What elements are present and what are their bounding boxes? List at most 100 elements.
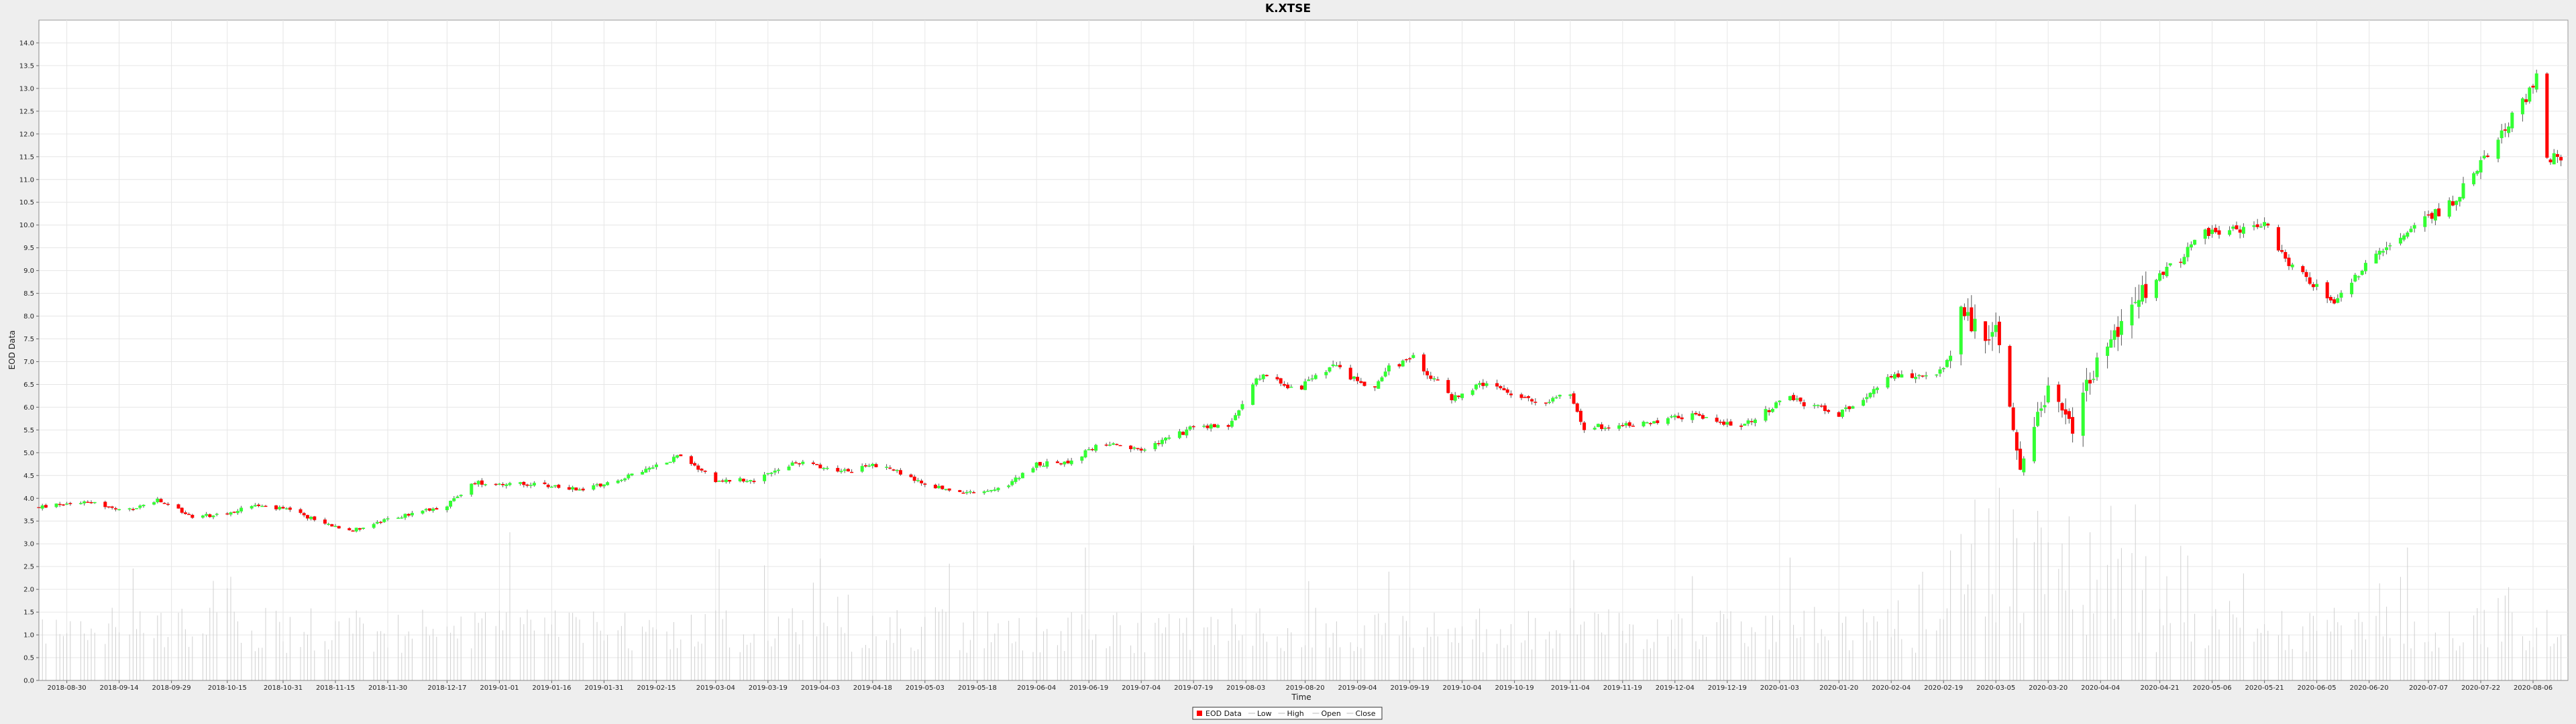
candle-up [2112, 330, 2116, 340]
candle-up [1690, 413, 1695, 420]
candle-up [508, 483, 512, 485]
candle-up [1816, 404, 1820, 406]
candle-up [647, 467, 651, 470]
candle-down [574, 487, 578, 491]
y-tick-label: 6.5 [23, 381, 34, 389]
candle-down [1408, 358, 1412, 359]
candle-up [1917, 375, 1921, 377]
candle-up [895, 470, 899, 471]
candle-up [2336, 298, 2340, 303]
candle-down [2071, 417, 2075, 434]
candle-up [553, 485, 557, 487]
candle-up [2193, 239, 2197, 245]
candle-down [2019, 448, 2023, 470]
x-tick-label: 2019-06-19 [1069, 684, 1108, 692]
x-tick-label: 2019-12-04 [1656, 684, 1695, 692]
candle-up [989, 489, 994, 491]
candle-up [201, 516, 205, 518]
candle-up [532, 483, 536, 486]
candle-down [1481, 382, 1485, 386]
candle-down [313, 516, 317, 520]
candle-up [985, 491, 989, 492]
candle-up [2496, 139, 2500, 159]
candle-up [2036, 412, 2040, 426]
y-tick-label: 10.0 [19, 222, 34, 229]
candle-down [1429, 375, 1433, 379]
candle-up [1645, 422, 1649, 424]
candle-down [110, 506, 114, 508]
candle-up [1083, 450, 1087, 458]
candle-up [1624, 423, 1628, 426]
candle-down [1265, 375, 1269, 377]
candle-up [1352, 376, 1356, 379]
candle-up [1746, 420, 1750, 424]
y-tick-label: 0.5 [23, 655, 34, 662]
candle-up [592, 485, 596, 490]
candle-down [1404, 359, 1408, 361]
candle-down [696, 465, 700, 470]
candle-down [923, 483, 927, 485]
candle-down [1701, 415, 1705, 419]
y-tick-label: 0.0 [23, 678, 34, 685]
candle-up [1034, 462, 1038, 468]
candle-down [2116, 326, 2120, 337]
x-tick-label: 2020-08-06 [2514, 684, 2553, 692]
candle-up [2482, 156, 2486, 159]
candle-down [1059, 463, 1063, 465]
y-tick-label: 6.0 [23, 404, 34, 412]
candle-up [763, 474, 767, 481]
candle-up [142, 505, 146, 507]
y-tick-label: 12.0 [19, 131, 34, 138]
candle-up [776, 469, 780, 471]
candle-up [1160, 440, 1164, 444]
candle-down [912, 477, 916, 481]
candle-down [1847, 406, 1851, 410]
candle-up [1153, 442, 1157, 450]
candle-up [1177, 431, 1181, 438]
candle-down [379, 522, 383, 524]
x-tick-label: 2019-03-19 [749, 684, 788, 692]
candle-up [400, 517, 404, 519]
candle-down [1426, 371, 1430, 375]
candle-up [135, 507, 139, 509]
candle-up [1596, 424, 1600, 427]
candle-down [2280, 250, 2284, 252]
candle-up [1324, 371, 1328, 375]
candle-down [888, 467, 892, 469]
x-tick-label: 2019-07-04 [1122, 684, 1161, 692]
candle-up [1383, 371, 1387, 377]
candle-up [1209, 424, 1213, 429]
candle-down [183, 512, 187, 514]
x-tick-label: 2019-07-19 [1174, 684, 1213, 692]
candle-up [1460, 394, 1464, 398]
candle-down [1090, 448, 1094, 450]
candle-up [1673, 415, 1677, 418]
candle-down [1729, 421, 1733, 426]
candle-up [284, 508, 288, 509]
candle-down [2008, 346, 2012, 407]
candle-up [738, 478, 742, 481]
candle-down [679, 454, 683, 457]
candle-up [651, 467, 655, 469]
candle-up [2039, 408, 2043, 411]
candle-up [459, 495, 463, 496]
y-tick-label: 13.5 [19, 62, 34, 70]
candle-up [93, 501, 97, 503]
candle-down [176, 504, 180, 509]
candle-up [668, 461, 672, 463]
candle-down [941, 485, 945, 489]
candle-up [470, 483, 474, 495]
candle-up [2357, 276, 2361, 278]
candle-down [89, 502, 93, 503]
candle-down [44, 505, 48, 508]
candle-down [1499, 385, 1503, 389]
candle-up [239, 507, 244, 511]
candle-up [968, 491, 972, 493]
candle-up [1844, 407, 1848, 410]
candle-down [1694, 412, 1698, 415]
candle-up [1554, 397, 1558, 399]
candle-up [619, 479, 623, 481]
candle-down [892, 469, 896, 471]
candle-up [1774, 402, 1778, 408]
